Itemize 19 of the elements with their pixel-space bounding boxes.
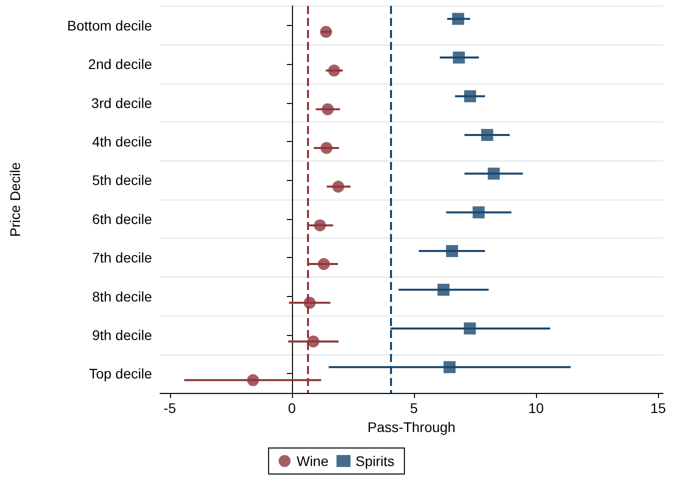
x-tick-label: -5 xyxy=(164,400,176,416)
y-tick-label: Bottom decile xyxy=(67,17,152,34)
y-tick-label: 6th decile xyxy=(92,210,152,227)
legend-label: Wine xyxy=(296,453,329,469)
y-tick-label: 3rd decile xyxy=(91,94,152,111)
x-axis-title: Pass-Through xyxy=(368,418,456,435)
x-tick-label: 10 xyxy=(528,400,544,416)
y-tick-label: 7th decile xyxy=(92,250,152,266)
y-tick-label: 9th decile xyxy=(92,326,152,343)
legend-label: Spirits xyxy=(356,453,394,469)
x-tick-label: 0 xyxy=(288,400,296,416)
y-axis-title: Price Decile xyxy=(7,162,23,237)
y-tick-label: 4th decile xyxy=(92,133,152,150)
y-tick-label: 8th decile xyxy=(92,288,152,304)
x-tick-label: 5 xyxy=(410,400,418,416)
x-tick-label: 15 xyxy=(650,400,666,416)
y-tick-label: 5th decile xyxy=(92,172,152,188)
y-tick-label: Top decile xyxy=(88,366,152,382)
y-tick-label: 2nd decile xyxy=(88,56,152,72)
